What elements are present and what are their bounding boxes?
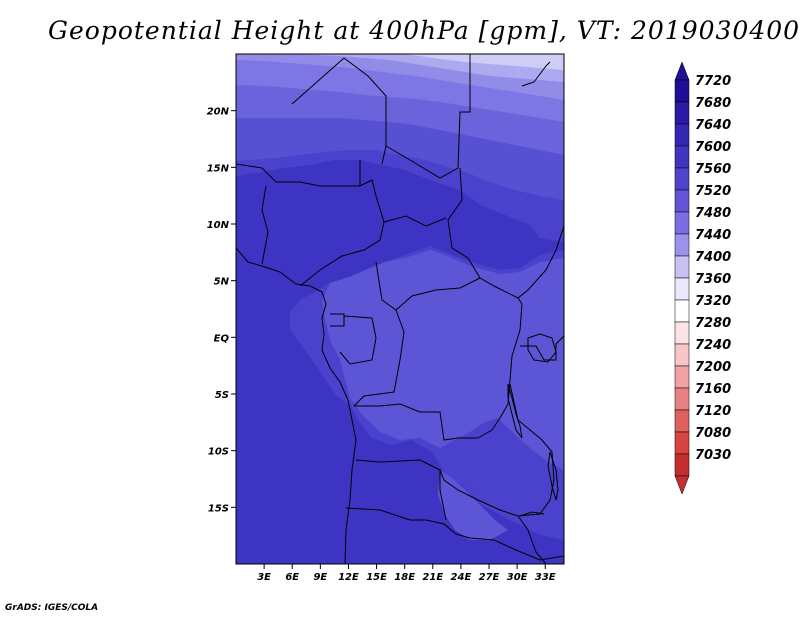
border-12 [354,403,478,441]
lat-tick-label: 5S [215,390,229,401]
legend-swatch [674,277,690,301]
lake-victoria [527,333,557,363]
legend-label: 7030 [695,448,731,463]
lon-tick-label: 30E [507,572,528,583]
legend-label: 7680 [695,96,731,111]
legend-swatch [674,211,690,235]
latitude-axis: 20N 15N 10N 5N EQ 5S 10S 15S [207,107,236,514]
border-13 [477,297,523,439]
lon-tick-label: 18E [394,572,415,583]
lake-tanganyika [507,383,523,439]
border-6 [447,167,564,299]
height-bands [236,54,564,564]
border-18 [517,515,547,564]
lat-tick-label: 5N [214,277,230,288]
lon-tick-label: 21E [422,572,443,583]
border-5 [385,54,471,179]
legend-swatch [674,387,690,411]
band-7360 [400,54,564,70]
lake-kariba [519,511,545,517]
lat-tick-label: 10S [208,447,229,458]
border-10 [339,315,377,365]
grads-credit: GrADS: IGES/COLA [5,603,99,613]
legend-label: 7520 [695,184,731,199]
map-title: Geopotential Height at 400hPa [gpm], VT:… [48,16,800,45]
legend-swatch [674,101,690,125]
legend-label: 7080 [695,426,731,441]
legend-label: 7200 [695,360,731,375]
lon-tick-label: 33E [535,572,556,583]
legend-bottom-arrow [674,475,690,495]
lat-tick-label: 15N [207,163,230,174]
legend-label: 7600 [695,140,731,155]
lat-tick-label: 10N [207,220,230,231]
border-7 [383,215,447,227]
border-11 [353,309,405,407]
lon-tick-label: 9E [313,572,327,583]
border-9 [330,313,345,327]
legend-swatch [674,189,690,213]
legend-label: 7320 [695,294,731,309]
lon-tick-label: 15E [366,572,387,583]
legend-label: 7720 [695,74,731,89]
west-africa-coastline [236,247,357,564]
border-2 [261,185,269,265]
legend-label: 7640 [695,118,731,133]
legend-swatch [674,233,690,257]
color-legend: 7720 7680 7640 7600 7560 7520 7480 7440 7400 7360… [674,61,731,495]
legend-label: 7120 [695,404,731,419]
legend-swatch [674,365,690,389]
border-1 [236,163,385,287]
legend-top-arrow [674,61,690,81]
legend-label: 7560 [695,162,731,177]
band-7600-south [438,470,508,540]
border-4 [291,57,387,165]
legend-swatch [674,255,690,279]
legend-label: 7400 [695,250,731,265]
legend-swatch [674,123,690,147]
lat-tick-label: EQ [214,333,230,344]
legend-label: 7240 [695,338,731,353]
legend-swatch [674,167,690,191]
lat-tick-label: 20N [207,107,230,118]
red-sea-coast [521,61,551,87]
legend-swatch [674,299,690,323]
lake-malawi [547,451,559,501]
legend-label: 7280 [695,316,731,331]
lat-tick-label: 15S [208,503,229,514]
lon-tick-label: 27E [479,572,500,583]
border-8 [375,261,481,311]
legend-swatch [674,321,690,345]
legend-swatch [674,145,690,169]
legend-label: 7160 [695,382,731,397]
lon-tick-label: 12E [338,572,359,583]
lon-tick-label: 24E [451,572,472,583]
legend-swatch [674,431,690,455]
legend-swatch [674,409,690,433]
border-16 [345,507,564,561]
lon-tick-label: 6E [285,572,299,583]
country-borders [236,54,564,564]
border-17 [439,470,447,521]
map-frame [235,53,565,565]
legend-label: 7360 [695,272,731,287]
band-7600-interior [322,250,564,470]
legend-swatch [674,453,690,477]
legend-swatch [674,343,690,367]
lon-tick-label: 3E [257,572,271,583]
longitude-axis: 3E 6E 9E 12E 15E 18E 21E 24E 27E 30E 33E [257,564,556,583]
legend-swatch [674,79,690,103]
legend-label: 7440 [695,228,731,243]
legend-label: 7480 [695,206,731,221]
